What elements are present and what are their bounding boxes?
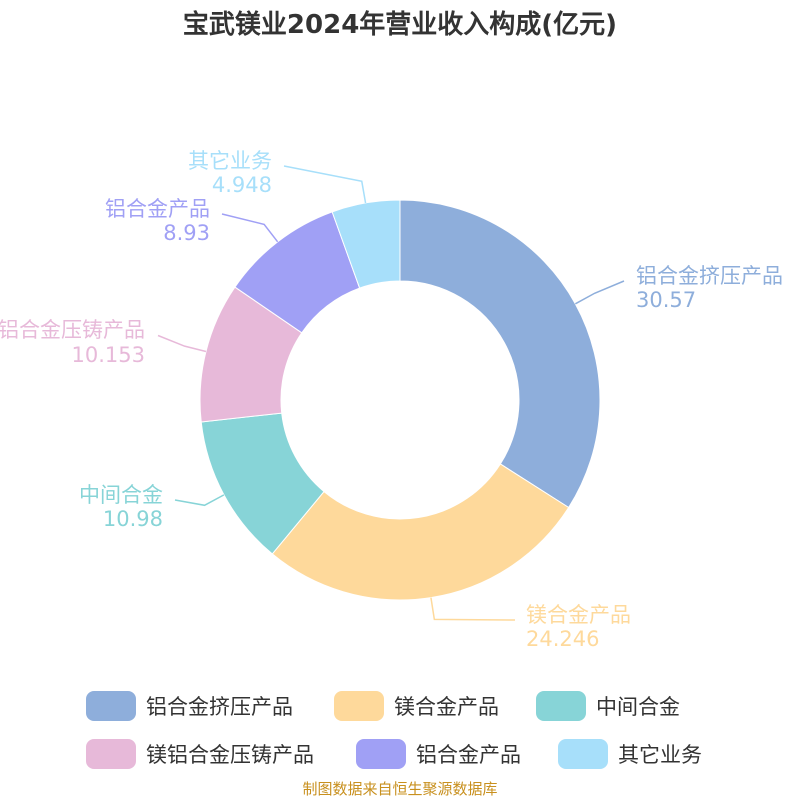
- legend-swatch: [536, 691, 586, 721]
- chart-title: 宝武镁业2024年营业收入构成(亿元): [182, 10, 618, 40]
- leader-line: [174, 494, 225, 507]
- legend-label: 其它业务: [618, 743, 702, 767]
- slice-value-label: 30.57: [636, 288, 696, 312]
- slice-value-label: 24.246: [526, 627, 599, 651]
- leader-line: [574, 280, 625, 305]
- leader-lines: [157, 165, 625, 621]
- legend-label: 铝合金产品: [416, 743, 521, 767]
- donut-slice[interactable]: [331, 199, 401, 289]
- slice-value-label: 10.98: [103, 507, 163, 531]
- legend-label: 中间合金: [596, 695, 680, 719]
- donut-slice[interactable]: [271, 463, 570, 601]
- slice-category-label: 镁合金产品: [526, 603, 631, 627]
- legend-item[interactable]: 其它业务: [558, 734, 702, 774]
- legend-row: 铝合金挤压产品 镁合金产品 中间合金: [0, 686, 800, 726]
- legend-swatch: [86, 739, 136, 769]
- legend-item[interactable]: 镁铝合金压铸产品: [86, 734, 314, 774]
- legend-swatch: [558, 739, 608, 769]
- leader-line: [157, 334, 207, 353]
- legend-item[interactable]: 镁合金产品: [334, 686, 499, 726]
- slice-category-label: 中间合金: [79, 483, 163, 507]
- leader-line: [283, 165, 367, 204]
- legend-label: 镁铝合金压铸产品: [146, 743, 314, 767]
- slice-category-label: 其它业务: [188, 149, 272, 173]
- slice-value-label: 4.948: [212, 173, 272, 197]
- legend-swatch: [334, 691, 384, 721]
- slice-category-label: 铝合金挤压产品: [636, 264, 783, 288]
- legend-label: 镁合金产品: [394, 695, 499, 719]
- legend-item[interactable]: 铝合金挤压产品: [86, 686, 293, 726]
- slice-category-label: 镁铝合金压铸产品: [0, 318, 145, 342]
- legend-swatch: [86, 691, 136, 721]
- leader-line: [221, 213, 279, 243]
- donut-slices: [199, 199, 601, 601]
- leader-line: [430, 597, 516, 621]
- slice-category-label: 铝合金产品: [105, 197, 210, 221]
- legend-label: 铝合金挤压产品: [146, 695, 293, 719]
- donut-slice[interactable]: [399, 199, 601, 509]
- legend-swatch: [356, 739, 406, 769]
- source-note: 制图数据来自恒生聚源数据库: [302, 780, 498, 798]
- slice-value-label: 8.93: [163, 221, 210, 245]
- slice-value-label: 10.153: [72, 343, 145, 367]
- legend-row: 镁铝合金压铸产品 铝合金产品 其它业务: [0, 734, 800, 774]
- legend-item[interactable]: 中间合金: [536, 686, 680, 726]
- legend-item[interactable]: 铝合金产品: [356, 734, 521, 774]
